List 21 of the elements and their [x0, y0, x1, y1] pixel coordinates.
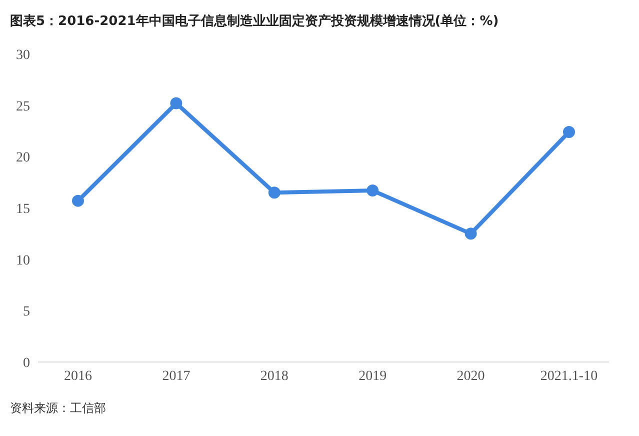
y-tick-label: 5 [23, 304, 30, 320]
text: 资料来源：工信部 [9, 400, 107, 417]
point [563, 126, 575, 138]
x-tick-label: 2019 [358, 368, 387, 384]
y-tick-label: 15 [16, 202, 30, 217]
point [464, 228, 477, 240]
y-tick-label: 30 [16, 48, 30, 63]
y-tick-label: 10 [16, 253, 30, 268]
x-tick-label: 2017 [162, 368, 190, 384]
point [268, 186, 280, 199]
point [72, 194, 84, 207]
y-tick-label: 25 [16, 99, 30, 114]
x-tick-label: 2020 [456, 368, 485, 384]
point [170, 97, 182, 110]
x-tick-label: 2018 [260, 368, 288, 384]
y-tick-label: 20 [16, 150, 30, 166]
x-tick-label: 2021.1-10 [540, 368, 598, 384]
y-tick-label: 0 [23, 356, 30, 371]
chart-title: 图表5：2016-2021年中国电子信息制造业业固定资产投资规模增速情况(单位：%) [9, 12, 500, 31]
x-tick-label: 2016 [64, 368, 92, 384]
point [366, 184, 379, 197]
